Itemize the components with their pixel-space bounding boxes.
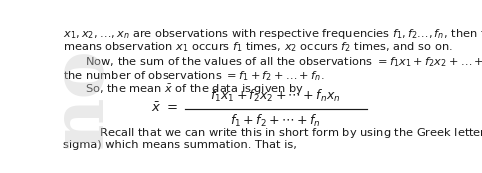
Text: So, the mean $\bar{x}$ of the data is given by: So, the mean $\bar{x}$ of the data is gi… bbox=[84, 83, 304, 97]
Text: Now, the sum of the values of all the observations $= f_1x_1 + f_2x_2 + \ldots +: Now, the sum of the values of all the ob… bbox=[84, 55, 482, 69]
Text: no: no bbox=[45, 48, 116, 148]
Text: sigma) which means summation. That is,: sigma) which means summation. That is, bbox=[63, 140, 297, 150]
Text: means observation $x_1$ occurs $f_1$ times, $x_2$ occurs $f_2$ times, and so on.: means observation $x_1$ occurs $f_1$ tim… bbox=[63, 40, 453, 54]
Text: $x_1, x_2, \ldots, x_n$ are observations with respective frequencies $f_1, f_2 \: $x_1, x_2, \ldots, x_n$ are observations… bbox=[63, 27, 482, 41]
Text: the number of observations $= f_1 + f_2 + \ldots + f_n$.: the number of observations $= f_1 + f_2 … bbox=[63, 69, 324, 83]
Text: $f_1x_1 + f_2x_2 + \cdots + f_nx_n$: $f_1x_1 + f_2x_2 + \cdots + f_nx_n$ bbox=[210, 88, 340, 104]
Text: Recall that we can write this in short form by using the Greek letter $\Sigma$ (: Recall that we can write this in short f… bbox=[84, 126, 482, 140]
Text: $f_1 + f_2 + \cdots + f_n$: $f_1 + f_2 + \cdots + f_n$ bbox=[230, 113, 321, 129]
Text: $\bar{x}\ =$: $\bar{x}\ =$ bbox=[151, 101, 178, 115]
